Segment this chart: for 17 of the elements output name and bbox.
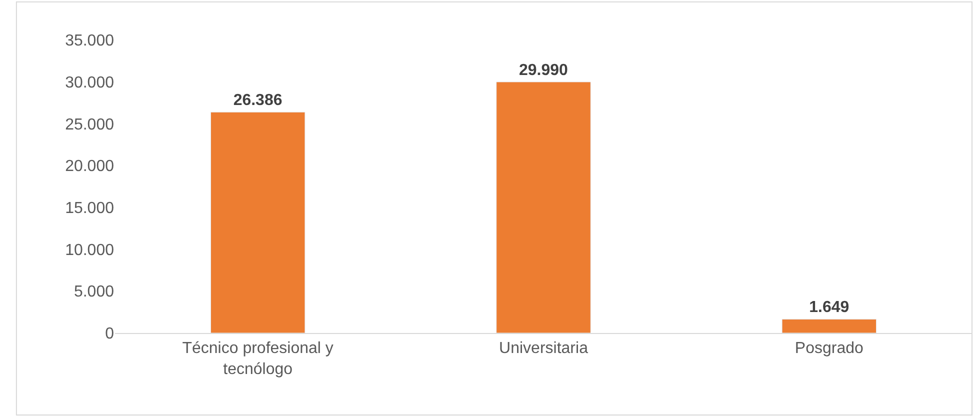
y-tick-label: 0 [105, 326, 114, 343]
x-tick-label: Posgrado [794, 340, 864, 358]
x-tick-label: Técnico profesional y tecnólogo [182, 340, 334, 378]
bar [496, 82, 591, 333]
y-tick-label: 30.000 [65, 74, 114, 92]
bar [210, 112, 306, 333]
y-tick-label: 20.000 [65, 158, 114, 176]
data-label: 1.649 [809, 299, 850, 316]
bar [782, 318, 877, 333]
x-tick-label: Universitaria [499, 340, 588, 358]
y-tick-label: 35.000 [65, 32, 114, 50]
y-tick-label: 5.000 [74, 284, 114, 301]
data-label: 26.386 [233, 92, 282, 110]
y-tick-label: 10.000 [65, 242, 114, 259]
y-tick-label: 25.000 [65, 116, 114, 134]
y-tick-label: 15.000 [65, 200, 114, 218]
data-label: 29.990 [518, 62, 568, 79]
